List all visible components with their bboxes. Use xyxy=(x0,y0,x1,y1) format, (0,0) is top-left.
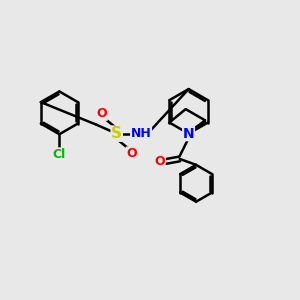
Text: Cl: Cl xyxy=(53,148,66,161)
Text: N: N xyxy=(183,127,194,141)
Text: O: O xyxy=(154,155,165,168)
Text: O: O xyxy=(97,107,107,120)
Text: S: S xyxy=(111,126,122,141)
Text: NH: NH xyxy=(131,127,152,140)
Text: O: O xyxy=(126,147,137,160)
